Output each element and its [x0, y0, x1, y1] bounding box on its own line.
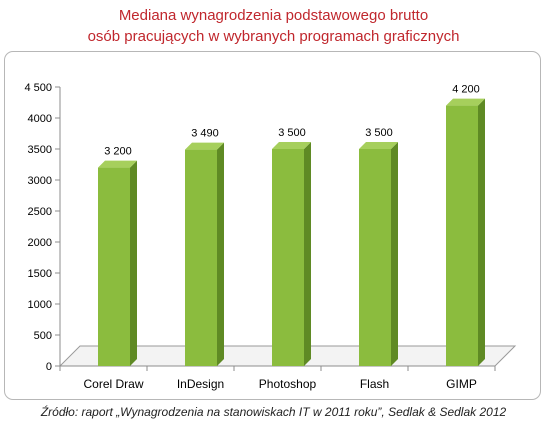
bar-indesign: [185, 142, 224, 366]
x-tick-label: InDesign: [177, 377, 224, 391]
bar-front: [359, 149, 391, 366]
bar-value-label: 3 490: [191, 128, 219, 140]
bar-value-label: 4 200: [452, 84, 480, 96]
bar-side: [391, 142, 398, 366]
source-note: Źródło: raport „Wynagrodzenia na stanowi…: [40, 405, 507, 419]
y-tick-label: 1500: [28, 268, 52, 280]
x-tick-label: Photoshop: [259, 377, 317, 391]
y-tick-label: 500: [34, 330, 52, 342]
bar-front: [446, 105, 478, 366]
bar-front: [185, 149, 217, 366]
bar-top: [359, 142, 398, 149]
bar-corel-draw: [98, 160, 137, 366]
bar-flash: [359, 142, 398, 366]
bar-value-label: 3 500: [365, 127, 393, 139]
y-tick-label: 2500: [28, 206, 52, 218]
bar-value-label: 3 200: [104, 146, 132, 158]
bar-gimp: [446, 98, 485, 366]
y-tick-label: 3500: [28, 144, 52, 156]
y-tick-label: 4 500: [24, 82, 52, 94]
y-tick-label: 3000: [28, 175, 52, 187]
bar-top: [272, 142, 311, 149]
bar-top: [185, 142, 224, 150]
y-tick-label: 0: [46, 361, 52, 373]
bar-front: [272, 149, 304, 366]
bar-top: [446, 98, 485, 106]
x-tick-label: Corel Draw: [83, 377, 143, 391]
chart-title-line-2: osób pracujących w wybranych programach …: [87, 28, 460, 45]
bar-side: [478, 98, 485, 366]
x-tick-label: Flash: [360, 377, 389, 391]
bar-side: [130, 160, 137, 366]
y-tick-label: 4000: [28, 113, 52, 125]
bar-side: [217, 142, 224, 366]
bar-top: [98, 160, 137, 168]
bar-side: [304, 142, 311, 366]
bar-front: [98, 167, 130, 366]
bar-value-label: 3 500: [278, 127, 306, 139]
chart-title-line-1: Mediana wynagrodzenia podstawowego brutt…: [118, 7, 429, 24]
bar-photoshop: [272, 142, 311, 366]
x-tick-label: GIMP: [446, 377, 477, 391]
y-tick-label: 2000: [28, 237, 52, 249]
y-tick-label: 1000: [28, 299, 52, 311]
